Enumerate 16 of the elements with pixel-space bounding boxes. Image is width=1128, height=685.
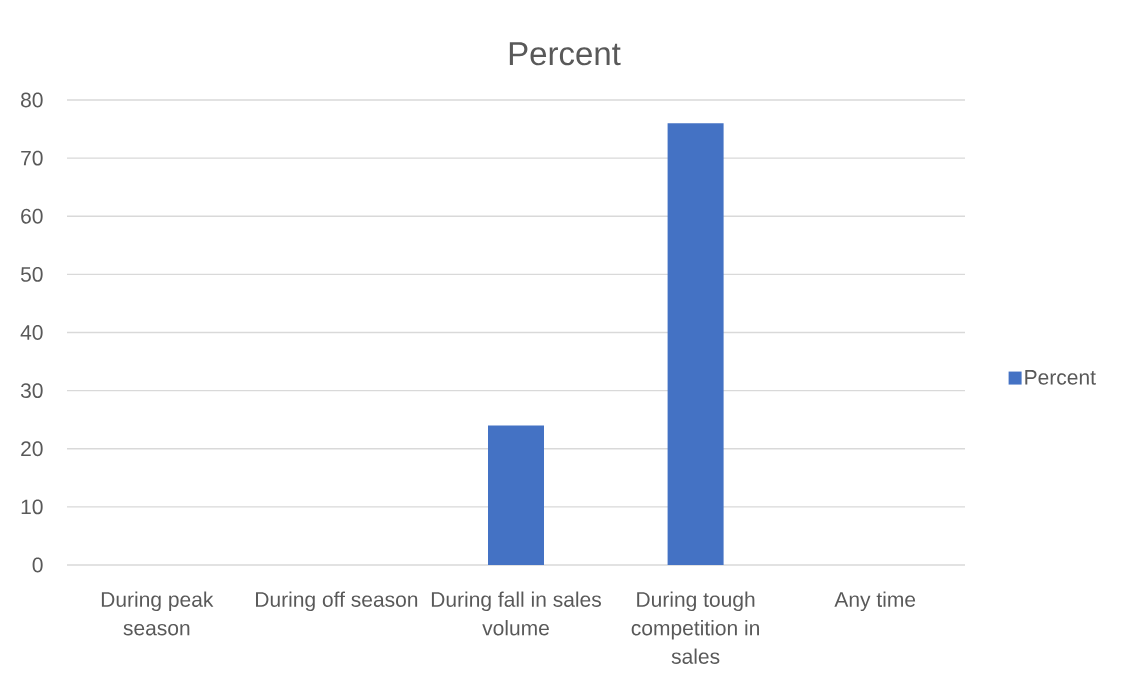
x-tick-label: During off season <box>256 591 418 612</box>
x-tick-label: During peak season <box>101 591 214 636</box>
x-tick-label: During fall in sales volume <box>431 591 601 636</box>
y-tick-label: 80 <box>21 92 43 108</box>
y-tick-label: 70 <box>21 150 43 166</box>
y-tick-label: 20 <box>21 441 43 457</box>
legend-label: Percent <box>1025 370 1096 385</box>
y-tick-label: 10 <box>21 499 43 515</box>
y-tick-label: 60 <box>21 208 43 224</box>
chart-title: Percent <box>509 42 621 66</box>
y-tick-label: 50 <box>20 266 43 282</box>
y-tick-label: 40 <box>20 325 43 340</box>
y-tick-label: 30 <box>20 383 43 399</box>
x-tick-label: During tough competition in sales <box>631 591 759 664</box>
y-tick-label: 0 <box>32 557 43 573</box>
x-tick-label: Any time <box>834 591 916 612</box>
